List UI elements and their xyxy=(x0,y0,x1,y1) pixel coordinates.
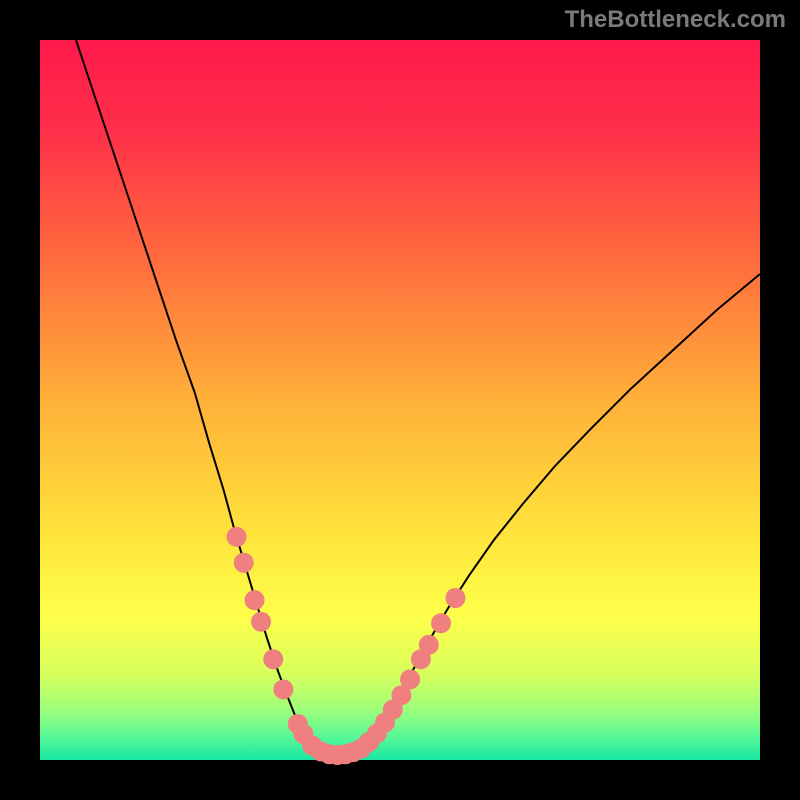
curve-marker xyxy=(431,613,451,633)
curve-marker xyxy=(234,553,254,573)
curve-marker xyxy=(245,590,265,610)
plot-area xyxy=(40,40,760,760)
marker-group xyxy=(227,527,466,765)
curve-marker xyxy=(227,527,247,547)
curve-marker xyxy=(419,635,439,655)
curve-marker xyxy=(400,669,420,689)
curve-layer xyxy=(40,40,760,760)
chart-viewport: TheBottleneck.com xyxy=(0,0,800,800)
curve-marker xyxy=(251,612,271,632)
bottleneck-curve xyxy=(76,40,760,756)
curve-marker xyxy=(445,588,465,608)
watermark-label: TheBottleneck.com xyxy=(565,6,786,34)
curve-marker xyxy=(263,649,283,669)
curve-marker xyxy=(273,679,293,699)
